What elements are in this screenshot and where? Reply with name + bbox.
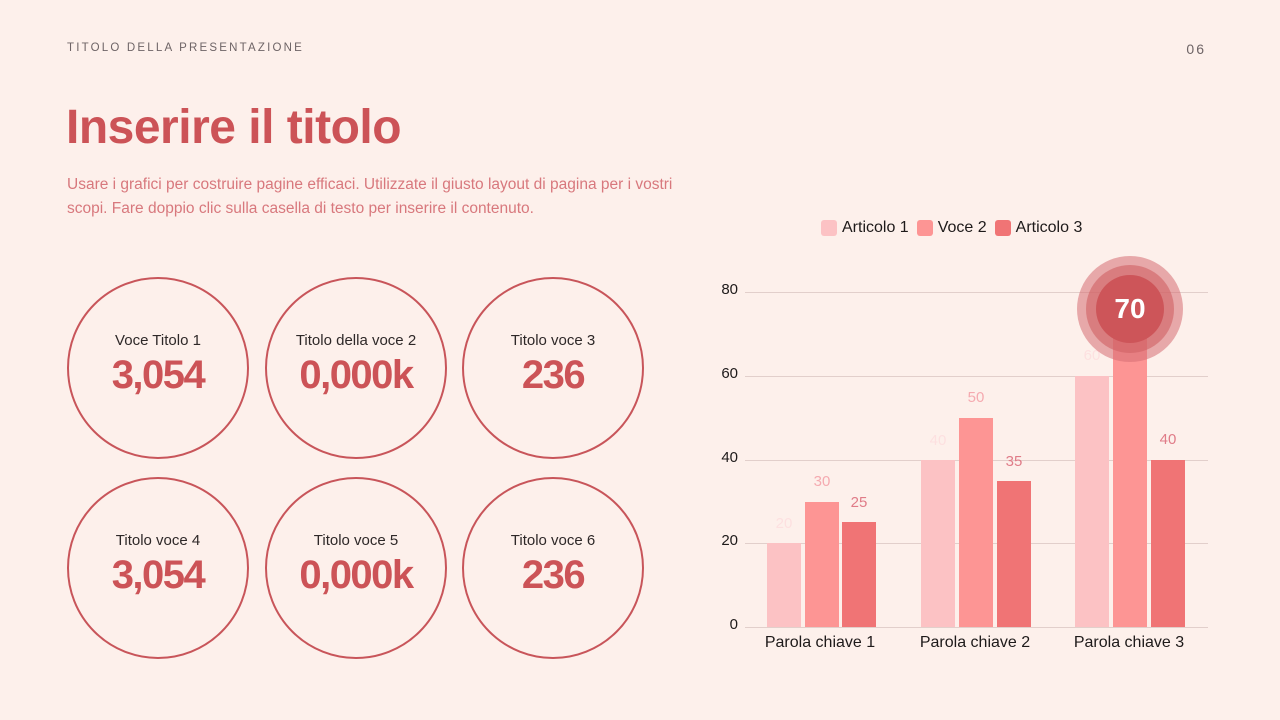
legend-swatch <box>994 220 1011 236</box>
stat-value: 3,054 <box>111 553 206 597</box>
x-tick: Parola chiave 3 <box>1073 634 1185 651</box>
legend-item-series-3: Articolo 3 <box>994 219 1083 237</box>
y-tick: 40 <box>721 449 738 466</box>
stat-circle-4: Titolo voce 4 3,054 <box>67 477 249 659</box>
stat-label: Titolo voce 3 <box>510 332 596 349</box>
stat-value: 0,000k <box>299 353 414 397</box>
bar-value-label: 40 <box>1159 431 1177 448</box>
stat-label: Titolo voce 4 <box>115 532 201 549</box>
bar-value-label: 50 <box>967 389 985 406</box>
y-tick: 60 <box>721 365 738 382</box>
stat-label: Titolo voce 5 <box>313 532 399 549</box>
stat-value: 236 <box>521 553 586 597</box>
presentation-kicker: TITOLO DELLA PRESENTAZIONE <box>67 42 304 54</box>
bar-articolo3-pc2 <box>997 481 1031 627</box>
legend-label: Voce 2 <box>937 219 987 236</box>
stat-circle-1: Voce Titolo 1 3,054 <box>67 277 249 459</box>
y-tick: 0 <box>729 616 738 633</box>
y-tick: 80 <box>721 281 738 298</box>
bar-articolo1-pc2 <box>921 460 955 627</box>
legend-swatch <box>916 220 933 236</box>
bar-value-label: 60 <box>1083 347 1101 364</box>
highlight-value: 70 <box>1114 293 1146 324</box>
page-number: 06 <box>1186 41 1206 57</box>
bar-articolo1-pc3 <box>1075 376 1109 627</box>
stat-circle-5: Titolo voce 5 0,000k <box>265 477 447 659</box>
gridline-60 <box>745 376 1208 377</box>
legend-item-series-2: Voce 2 <box>916 219 987 237</box>
stat-value: 3,054 <box>111 353 206 397</box>
page-title: Inserire il titolo <box>66 101 402 154</box>
stat-value: 0,000k <box>299 553 414 597</box>
bar-value-label: 30 <box>813 473 831 490</box>
bar-value-label: 40 <box>929 432 947 449</box>
highlight-ring-inner <box>1096 275 1164 343</box>
bar-voce2-pc2 <box>959 418 993 627</box>
bar-value-label: 25 <box>850 494 868 511</box>
stat-label: Titolo voce 6 <box>510 532 596 549</box>
bar-voce2-pc1 <box>805 502 839 627</box>
bar-articolo1-pc1 <box>767 543 801 627</box>
page-subtitle: Usare i grafici per costruire pagine eff… <box>67 176 673 217</box>
gridline-0 <box>745 627 1208 628</box>
x-tick: Parola chiave 1 <box>764 634 876 651</box>
stat-value: 236 <box>521 353 586 397</box>
stat-circle-2: Titolo della voce 2 0,000k <box>265 277 447 459</box>
legend-label: Articolo 3 <box>1015 219 1083 236</box>
stat-circle-3: Titolo voce 3 236 <box>462 277 644 459</box>
legend-label: Articolo 1 <box>842 219 909 236</box>
bar-articolo3-pc1 <box>842 522 876 627</box>
stat-label: Titolo della voce 2 <box>295 332 417 349</box>
stat-label: Voce Titolo 1 <box>115 332 201 349</box>
legend-swatch <box>821 220 837 236</box>
stat-circle-6: Titolo voce 6 236 <box>462 477 644 659</box>
bar-voce2-pc3 <box>1113 334 1147 627</box>
y-tick: 20 <box>721 532 738 549</box>
x-tick: Parola chiave 2 <box>919 634 1031 651</box>
gridline-80 <box>745 292 1208 293</box>
bar-value-label: 20 <box>775 515 793 532</box>
chart-legend: Articolo 1 Voce 2 Articolo 3 <box>821 219 1090 237</box>
bar-value-label: 35 <box>1005 453 1023 470</box>
legend-item-series-1: Articolo 1 <box>821 219 909 237</box>
bar-articolo3-pc3 <box>1151 460 1185 627</box>
